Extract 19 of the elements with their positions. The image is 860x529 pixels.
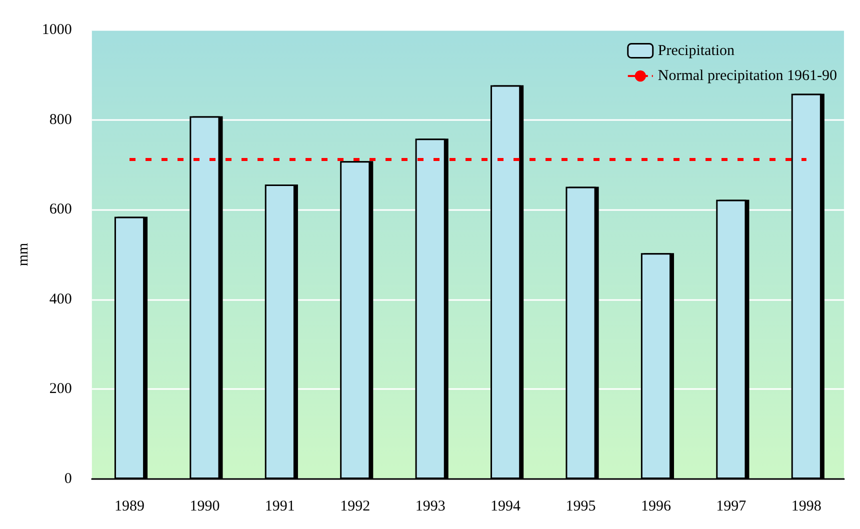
x-tick-label: 1991: [264, 498, 295, 514]
y-axis-title: mm: [16, 242, 32, 266]
x-tick-label: 1998: [791, 498, 822, 514]
x-tick-label: 1995: [566, 498, 596, 514]
x-tick-label: 1990: [190, 498, 220, 514]
y-tick-label: 400: [49, 291, 72, 308]
y-tick-label: 1000: [42, 22, 72, 38]
y-tick-label: 0: [64, 471, 72, 487]
y-tick-label: 800: [49, 112, 72, 128]
y-tick-label: 200: [49, 381, 72, 398]
x-tick-label: 1996: [640, 498, 672, 514]
x-tick-label: 1993: [415, 498, 446, 514]
x-tick-label: 1994: [490, 498, 522, 514]
y-tick-label: 600: [49, 202, 72, 218]
legend-label: Precipitation: [658, 42, 736, 59]
x-tick-label: 1997: [716, 498, 747, 514]
legend-label: Normal precipitation 1961-90: [658, 68, 838, 84]
x-tick-label: 1992: [340, 498, 370, 514]
x-tick-label: 1989: [114, 498, 145, 514]
